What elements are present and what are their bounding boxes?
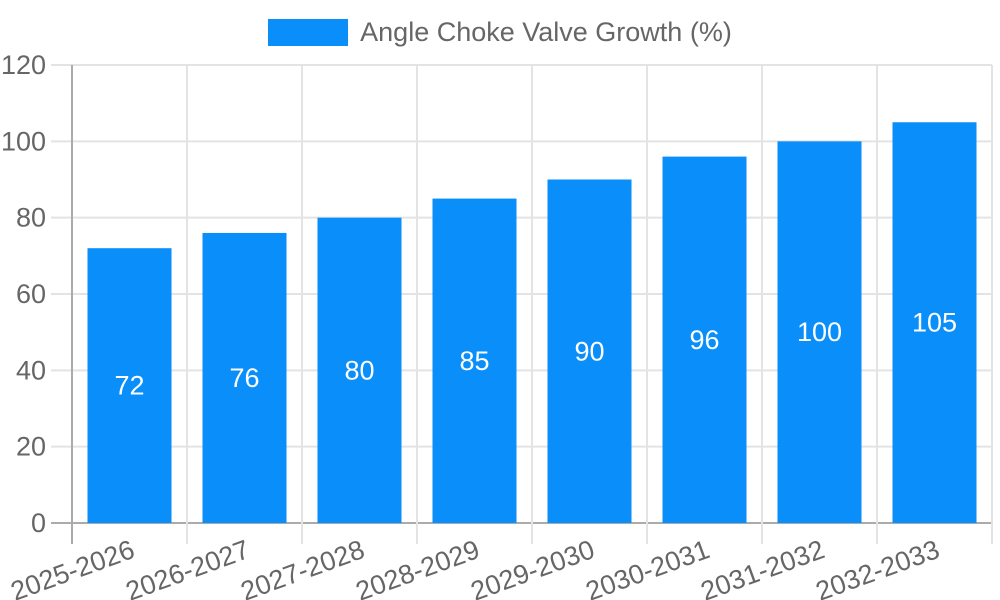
bar-2031-2032[interactable] bbox=[777, 141, 862, 524]
x-tick-label-group: 2027-2028 bbox=[237, 534, 369, 600]
x-tick-label: 2026-2027 bbox=[122, 534, 254, 600]
x-tick-label: 2025-2026 bbox=[7, 534, 139, 600]
y-tick-label: 20 bbox=[16, 432, 46, 462]
y-tick-label: 100 bbox=[1, 126, 46, 156]
x-tick-label: 2030-2031 bbox=[582, 534, 714, 600]
x-tick-label: 2032-2033 bbox=[812, 534, 944, 600]
y-tick-label: 0 bbox=[31, 508, 46, 538]
bar-2025-2026[interactable] bbox=[87, 248, 172, 523]
x-tick-label: 2029-2030 bbox=[467, 534, 599, 600]
y-tick-label: 60 bbox=[16, 279, 46, 309]
bar-value-label: 105 bbox=[912, 308, 957, 338]
bar-2029-2030[interactable] bbox=[547, 179, 632, 524]
legend-label: Angle Choke Valve Growth (%) bbox=[360, 17, 732, 47]
bar-2027-2028[interactable] bbox=[317, 217, 402, 523]
bar-value-label: 85 bbox=[459, 346, 489, 376]
bar-value-label: 90 bbox=[574, 336, 604, 366]
x-tick-label-group: 2031-2032 bbox=[697, 534, 829, 600]
legend[interactable]: Angle Choke Valve Growth (%) bbox=[0, 17, 1000, 48]
bar-value-label: 76 bbox=[229, 363, 259, 393]
x-tick-label-group: 2025-2026 bbox=[7, 534, 139, 600]
x-tick-label-group: 2029-2030 bbox=[467, 534, 599, 600]
y-tick-label: 40 bbox=[16, 355, 46, 385]
bar-2032-2033[interactable] bbox=[892, 122, 977, 523]
bar-2026-2027[interactable] bbox=[202, 232, 287, 523]
bar-value-label: 96 bbox=[689, 325, 719, 355]
legend-swatch bbox=[268, 19, 349, 46]
x-tick-label-group: 2026-2027 bbox=[122, 534, 254, 600]
y-tick-label: 80 bbox=[16, 203, 46, 233]
y-tick-label: 120 bbox=[1, 50, 46, 80]
x-tick-label: 2027-2028 bbox=[237, 534, 369, 600]
x-tick-label: 2031-2032 bbox=[697, 534, 829, 600]
x-tick-label-group: 2028-2029 bbox=[352, 534, 484, 600]
bar-value-label: 80 bbox=[344, 355, 374, 385]
bar-value-label: 100 bbox=[797, 317, 842, 347]
x-tick-label: 2028-2029 bbox=[352, 534, 484, 600]
bar-2030-2031[interactable] bbox=[662, 156, 747, 523]
bar-2028-2029[interactable] bbox=[432, 198, 517, 524]
x-tick-label-group: 2032-2033 bbox=[812, 534, 944, 600]
x-tick-label-group: 2030-2031 bbox=[582, 534, 714, 600]
bar-value-label: 72 bbox=[114, 371, 144, 401]
